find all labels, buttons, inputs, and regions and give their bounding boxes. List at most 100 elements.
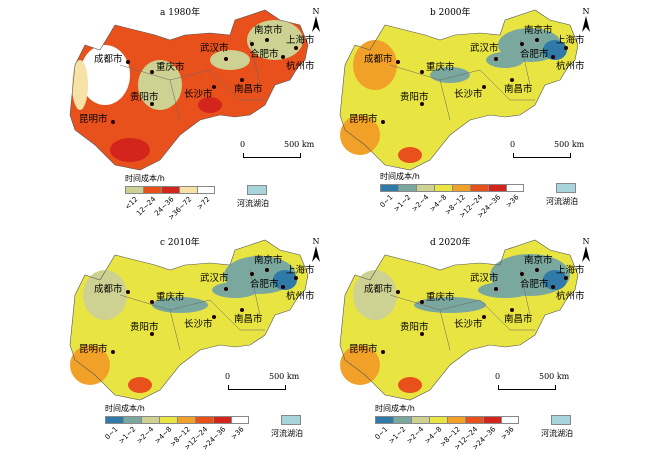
city-label: 上海市 xyxy=(286,35,315,46)
city-dot xyxy=(420,300,424,304)
city-label: 南昌市 xyxy=(504,314,533,325)
city-label: 杭州市 xyxy=(556,291,585,302)
legend-swatch xyxy=(159,416,177,424)
city-label: 合肥市 xyxy=(520,279,549,290)
legend-swatch xyxy=(411,416,429,424)
legend-label: >2~4 xyxy=(410,193,431,214)
legend-swatch xyxy=(195,416,213,424)
river-lake-swatch xyxy=(551,415,571,425)
city-dot xyxy=(494,57,498,61)
city-dot xyxy=(420,332,424,336)
city-label: 重庆市 xyxy=(426,62,455,73)
scale-bar: 0 500 km xyxy=(240,140,320,158)
legend-label: >2~4 xyxy=(405,425,426,446)
city-label: 成都市 xyxy=(94,284,123,295)
scale-bar: 0 500 km xyxy=(510,140,590,158)
city-label: 杭州市 xyxy=(286,61,315,72)
legend: 时间成本/h <12 12~24 24~36 >36~72 >72 xyxy=(124,173,215,222)
river-lake-label: 河流湖泊 xyxy=(541,429,573,438)
city-label: 合肥市 xyxy=(250,279,279,290)
legend: 时间成本/h 0~1 >1~2 >2~4 >4~8 >8~12 >12~24 >24~36 >3… xyxy=(374,403,519,452)
map-panel-2: b 2000年 N 成都市 重庆市 贵阳市 昆明市 武汉市 合肥市 南京市 上海市 杭州市 南昌市 长沙… xyxy=(330,5,595,235)
city-label: 合肥市 xyxy=(250,49,279,60)
river-lake-label: 河流湖泊 xyxy=(271,429,303,438)
legend-swatch xyxy=(506,184,524,192)
panel-title: a 1980年 xyxy=(160,8,201,18)
map xyxy=(339,9,579,171)
city-dot xyxy=(510,78,514,82)
city-label: 昆明市 xyxy=(79,344,108,355)
city-label: 合肥市 xyxy=(520,49,549,60)
city-dot xyxy=(240,308,244,312)
city-label: 武汉市 xyxy=(200,43,229,54)
city-dot xyxy=(381,350,385,354)
city-dot xyxy=(150,102,154,106)
north-arrow-icon: N xyxy=(310,237,322,264)
city-label: 南京市 xyxy=(524,25,553,36)
city-dot xyxy=(240,78,244,82)
city-label: 长沙市 xyxy=(454,89,483,100)
legend: 时间成本/h 0~1 >1~2 >2~4 >4~8 >8~12 >12~24 >24~36 >3… xyxy=(104,403,249,452)
city-dot xyxy=(250,272,254,276)
river-lake-label: 河流湖泊 xyxy=(546,197,578,206)
legend-swatch xyxy=(141,416,159,424)
city-dot xyxy=(294,276,298,280)
legend-swatch xyxy=(123,416,141,424)
city-dot xyxy=(250,42,254,46)
legend-swatch xyxy=(398,184,416,192)
city-dot xyxy=(265,38,269,42)
city-label: 武汉市 xyxy=(470,273,499,284)
legend-label: >36 xyxy=(499,425,516,442)
city-label: 昆明市 xyxy=(349,344,378,355)
city-label: 南京市 xyxy=(254,25,283,36)
legend-swatch xyxy=(501,416,519,424)
map-panel-1: a 1980年 N 成都市 重庆市 贵阳市 昆明市 武汉市 合肥市 南京市 上海市 杭州市 南昌市 长沙… xyxy=(60,5,325,235)
legend-swatch xyxy=(465,416,483,424)
city-label: 杭州市 xyxy=(556,61,585,72)
river-lake-swatch xyxy=(247,185,267,195)
map-panel-3: c 2010年 N 成都市 重庆市 贵阳市 昆明市 武汉市 合肥市 南京市 上海市 杭州市 南昌市 长沙… xyxy=(60,235,325,465)
legend-label: >72 xyxy=(195,195,212,212)
city-dot xyxy=(420,70,424,74)
city-label: 上海市 xyxy=(556,265,585,276)
map xyxy=(69,239,309,401)
legend-swatch xyxy=(416,184,434,192)
city-label: 贵阳市 xyxy=(400,92,429,103)
city-dot xyxy=(381,120,385,124)
legend-swatch xyxy=(470,184,488,192)
city-label: 武汉市 xyxy=(200,273,229,284)
city-label: 上海市 xyxy=(556,35,585,46)
city-label: 南京市 xyxy=(524,255,553,266)
city-dot xyxy=(212,315,216,319)
city-label: 成都市 xyxy=(94,54,123,65)
city-dot xyxy=(224,57,228,61)
legend-swatch xyxy=(143,186,161,194)
map xyxy=(69,9,309,171)
city-dot xyxy=(396,60,400,64)
river-lake-swatch xyxy=(556,183,576,193)
city-label: 昆明市 xyxy=(349,114,378,125)
legend-swatch xyxy=(105,416,123,424)
city-label: 昆明市 xyxy=(79,114,108,125)
legend-label: >1~2 xyxy=(392,193,413,214)
city-dot xyxy=(294,46,298,50)
city-dot xyxy=(111,350,115,354)
legend-swatch xyxy=(434,184,452,192)
city-dot xyxy=(551,285,555,289)
legend-swatch xyxy=(161,186,179,194)
city-label: 贵阳市 xyxy=(130,322,159,333)
legend-title: 时间成本/h xyxy=(375,404,415,413)
city-label: 南京市 xyxy=(254,255,283,266)
city-dot xyxy=(482,315,486,319)
legend-swatch xyxy=(177,416,195,424)
legend-swatch xyxy=(447,416,465,424)
city-label: 贵阳市 xyxy=(400,322,429,333)
city-dot xyxy=(510,308,514,312)
city-label: 重庆市 xyxy=(156,62,185,73)
city-dot xyxy=(126,290,130,294)
map-panel-4: d 2020年 N 成都市 重庆市 贵阳市 昆明市 武汉市 合肥市 南京市 上海市 杭州市 南昌市 长沙… xyxy=(330,235,595,465)
city-dot xyxy=(150,300,154,304)
legend-swatch xyxy=(452,184,470,192)
river-lake-swatch xyxy=(281,415,301,425)
city-dot xyxy=(224,287,228,291)
